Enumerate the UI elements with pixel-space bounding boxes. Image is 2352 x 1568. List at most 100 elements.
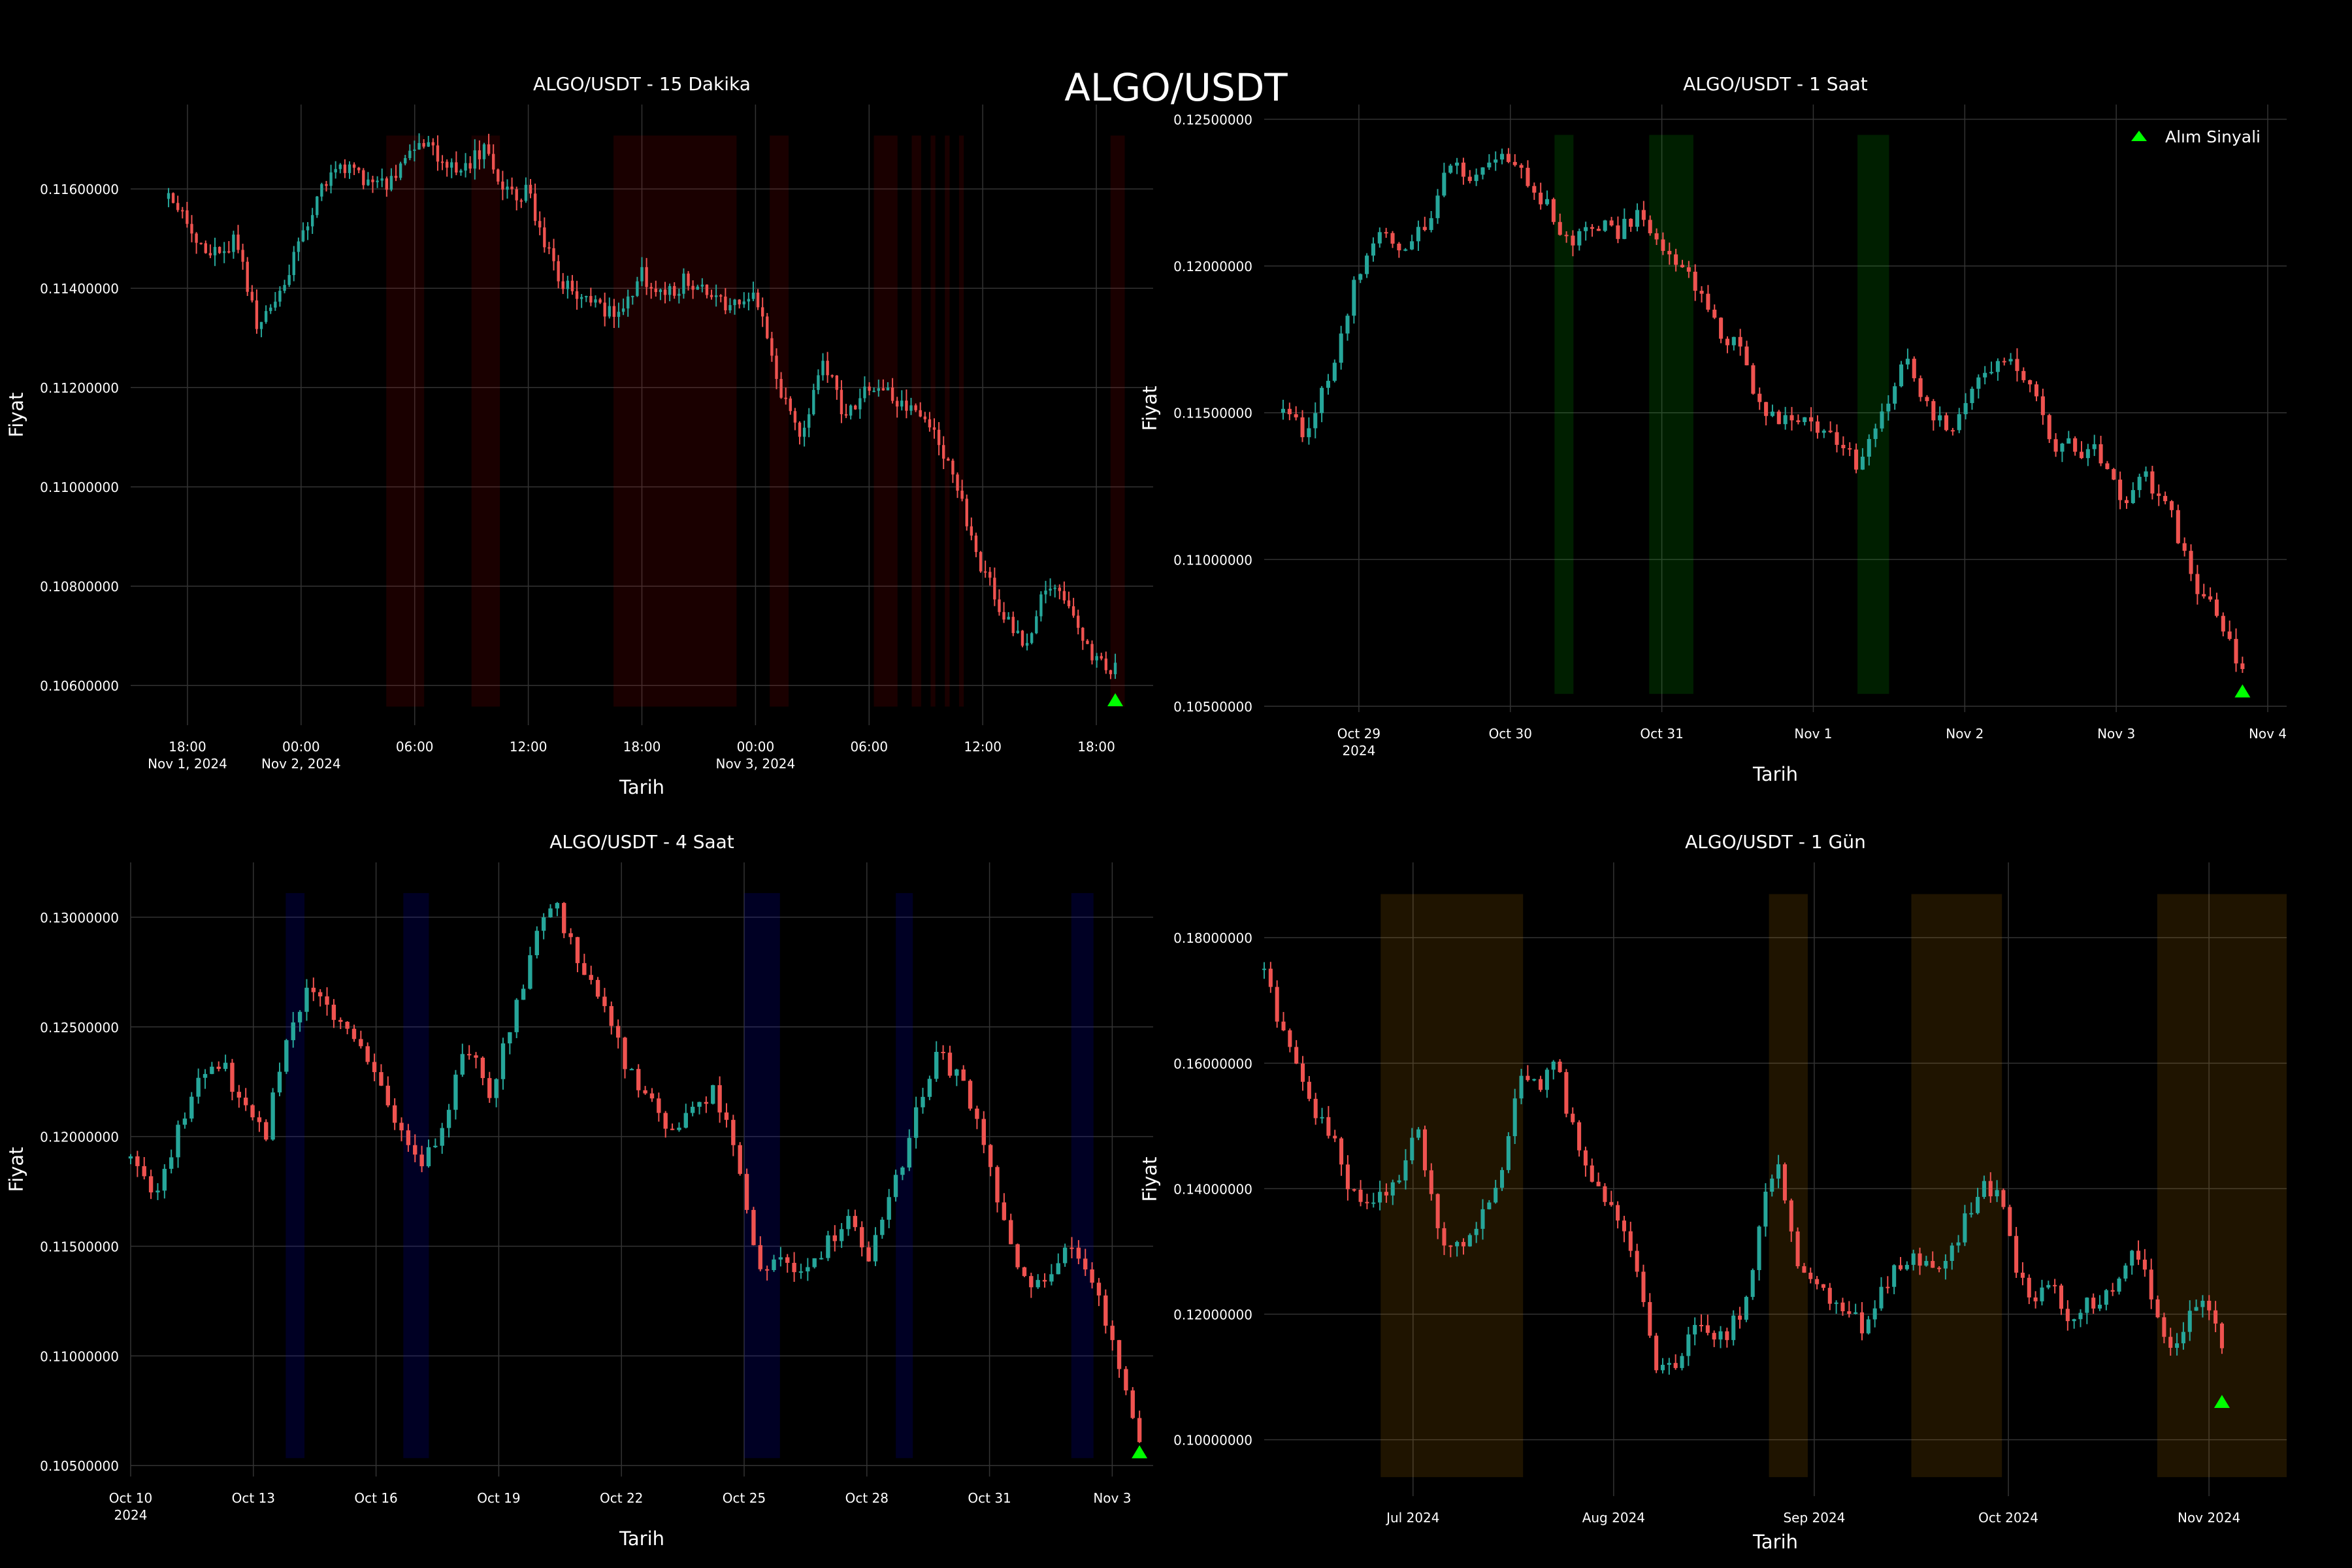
candle-body — [1480, 167, 1485, 175]
candle-body — [621, 308, 625, 312]
candle-body — [909, 405, 913, 411]
candle-body — [514, 1000, 519, 1032]
candle-body — [1848, 448, 1852, 450]
candle-body — [1333, 1135, 1337, 1139]
candle-body — [881, 388, 885, 391]
highlight-band — [386, 135, 425, 707]
candle-body — [325, 996, 329, 1005]
candle-body — [1281, 408, 1286, 413]
candle-body — [1076, 1247, 1081, 1259]
candle-body — [404, 157, 407, 164]
highlight-band — [945, 135, 950, 707]
candle-body — [2060, 443, 2065, 452]
candle-body — [1124, 1369, 1128, 1391]
candle-body — [533, 193, 537, 221]
y-tick-label: 0.12000000 — [1173, 259, 1252, 274]
panel-title: ALGO/USDT - 4 Saat — [549, 831, 734, 853]
candle-body — [2150, 471, 2155, 494]
candle-body — [250, 1105, 255, 1118]
candle-body — [1545, 199, 1550, 204]
candle-body — [682, 273, 685, 294]
candle-body — [1071, 606, 1075, 616]
candle-body — [440, 1128, 444, 1146]
panel-3: 0.10000000 0.12000000 0.14000000 0.16000000… — [1139, 831, 2287, 1553]
candle-body — [1667, 251, 1672, 255]
candle-body — [654, 288, 658, 293]
x-tick-label: 00:00 — [737, 739, 775, 755]
candle-body — [431, 142, 435, 146]
legend-label: Alım Sinyali — [2165, 127, 2261, 146]
candle-body — [394, 176, 398, 178]
candle-body — [1461, 1241, 1466, 1247]
candle-body — [1083, 1258, 1088, 1270]
candle-body — [928, 419, 932, 428]
candle-body — [792, 1262, 796, 1273]
candle-body — [858, 398, 862, 410]
candle-body — [371, 179, 374, 182]
y-axis-label: Fiyat — [1139, 386, 1161, 431]
candle-body — [264, 1122, 269, 1140]
x-axis-label: Tarih — [1752, 1531, 1798, 1553]
candle-body — [589, 975, 593, 980]
x-tick-label: Nov 3 — [2097, 726, 2135, 742]
x-tick-label: Nov 4 — [2249, 726, 2287, 742]
candle-body — [988, 572, 992, 578]
candle-body — [1390, 1182, 1395, 1196]
candle-body — [808, 414, 811, 428]
candle-body — [968, 1081, 973, 1109]
candle-body — [2053, 439, 2058, 452]
candle-body — [1776, 412, 1781, 425]
candle-body — [1892, 1265, 1897, 1287]
candle-body — [1757, 393, 1762, 402]
candle-body — [181, 210, 184, 212]
candle-body — [1474, 174, 1478, 182]
candle-body — [866, 1247, 871, 1262]
candle-body — [1474, 1228, 1478, 1235]
candle-body — [204, 243, 207, 253]
candle-body — [1422, 1129, 1427, 1171]
candle-body — [334, 169, 337, 172]
x-tick-label: Oct 16 — [354, 1490, 397, 1506]
candle-body — [399, 163, 402, 178]
candle-body — [2136, 1250, 2141, 1260]
candle-body — [2046, 1284, 2051, 1288]
candle-body — [508, 1032, 512, 1044]
candle-body — [406, 1130, 411, 1145]
candle-body — [2169, 501, 2174, 510]
candle-body — [2047, 415, 2051, 440]
candle-body — [798, 422, 802, 437]
candle-body — [1590, 227, 1595, 229]
candle-body — [1410, 241, 1414, 250]
candle-body — [1403, 249, 1408, 251]
candle-body — [629, 1069, 634, 1071]
candle-body — [453, 1074, 458, 1110]
buy-signal-marker — [1107, 693, 1124, 706]
y-tick-label: 0.10600000 — [40, 678, 119, 694]
candle-body — [385, 178, 389, 190]
candle-body — [2144, 471, 2148, 477]
candle-body — [297, 241, 301, 252]
x-axis-label: Tarih — [619, 1527, 664, 1550]
x-tick-label: Oct 13 — [232, 1490, 275, 1506]
x-tick-sublabel: Nov 1, 2024 — [148, 756, 227, 772]
candle-body — [1281, 1021, 1286, 1031]
candle-body — [645, 267, 648, 287]
candle-body — [826, 361, 829, 376]
candle-body — [408, 150, 412, 158]
y-tick-label: 0.12000000 — [1173, 1307, 1252, 1322]
candle-body — [1937, 1267, 1942, 1269]
candle-body — [1712, 1333, 1716, 1340]
candle-body — [269, 307, 272, 312]
candle-body — [1352, 280, 1356, 316]
candle-body — [1782, 1164, 1787, 1201]
candle-body — [1461, 162, 1465, 177]
candle-body — [738, 299, 741, 304]
candle-body — [1898, 1265, 1903, 1269]
candle-body — [1680, 1356, 1684, 1368]
candle-body — [872, 391, 875, 393]
candle-body — [376, 180, 379, 182]
candle-body — [1275, 987, 1279, 1022]
candle-body — [1943, 1261, 1948, 1269]
candle-body — [1970, 389, 1974, 403]
